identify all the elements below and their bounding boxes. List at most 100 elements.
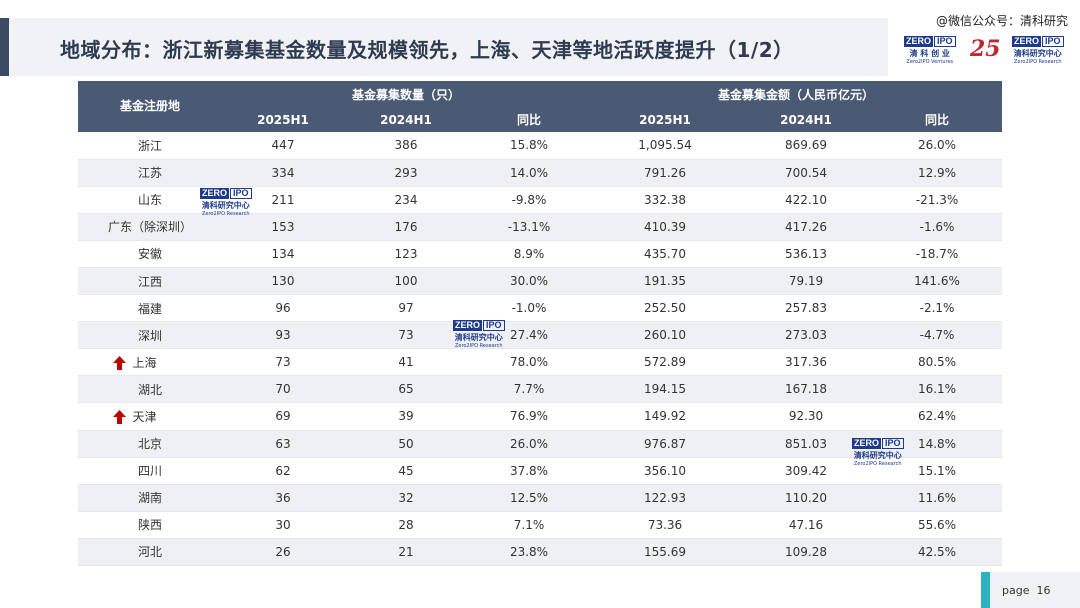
header-count-yoy: 同比 [468, 107, 591, 132]
region-label: 河北 [137, 545, 162, 560]
table-row: 山东 211 234 -9.8% 332.38 422.10 -21.3% [78, 186, 1003, 214]
cell-region: 深圳 [78, 321, 222, 350]
cell-amount-2024h1: 417.26 [740, 213, 873, 241]
cell-count-2025h1: 211 [222, 186, 344, 214]
cell-region: 陕西 [78, 511, 222, 539]
cell-count-2024h1: 65 [344, 375, 468, 404]
cell-amount-2024h1: 167.18 [740, 375, 873, 404]
cell-amount-2025h1: 976.87 [590, 430, 741, 458]
table-row: 福建 96 97 -1.0% 252.50 257.83 -2.1% [78, 294, 1003, 323]
cell-amount-2025h1: 1,095.54 [590, 132, 741, 160]
region-label: 广东（除深圳） [107, 220, 192, 235]
region-label: 山东 [137, 193, 162, 208]
cell-amount-2024h1: 273.03 [740, 321, 873, 350]
cell-count-2025h1: 134 [222, 240, 344, 268]
cell-count-yoy: 12.5% [468, 484, 591, 512]
table-row: 江苏 334 293 14.0% 791.26 700.54 12.9% [78, 159, 1003, 187]
cell-count-2024h1: 32 [344, 484, 468, 512]
cell-count-2025h1: 30 [222, 511, 344, 539]
cell-amount-2025h1: 194.15 [590, 375, 741, 404]
cell-amount-yoy: -2.1% [872, 294, 1003, 323]
cell-amount-2024h1: 536.13 [740, 240, 873, 268]
page-number: page 16 [1002, 584, 1051, 597]
cell-count-yoy: -13.1% [468, 213, 591, 241]
zero2ipo-research-watermark: ZERO IPO 清科研究中心 Zero2IPO Research [200, 188, 252, 217]
table-row: 广东（除深圳） 153 176 -13.1% 410.39 417.26 -1.6% [78, 213, 1003, 241]
region-label: 深圳 [137, 328, 162, 343]
cell-count-yoy: 15.8% [468, 132, 591, 160]
cell-amount-2024h1: 47.16 [740, 511, 873, 539]
header-fund-amount-group: 基金募集金额（人民币亿元） [590, 81, 1003, 107]
region-label: 江西 [137, 274, 162, 289]
zero2ipo-research-watermark: ZERO IPO 清科研究中心 Zero2IPO Research [852, 438, 904, 467]
cell-count-2025h1: 96 [222, 294, 344, 323]
cell-amount-yoy: 14.8% [872, 430, 1003, 458]
region-label: 湖南 [137, 491, 162, 506]
cell-count-2025h1: 63 [222, 430, 344, 458]
cell-amount-2025h1: 332.38 [590, 186, 741, 214]
cell-amount-2024h1: 317.36 [740, 348, 873, 377]
table-row: 湖北 70 65 7.7% 194.15 167.18 16.1% [78, 375, 1003, 404]
cell-amount-yoy: 12.9% [872, 159, 1003, 187]
cell-count-2024h1: 386 [344, 132, 468, 160]
cell-amount-2024h1: 79.19 [740, 267, 873, 296]
cell-region: 河北 [78, 538, 222, 567]
zero2ipo-research-watermark: ZERO IPO 清科研究中心 Zero2IPO Research [453, 320, 505, 349]
cell-amount-yoy: 11.6% [872, 484, 1003, 512]
cell-amount-2024h1: 700.54 [740, 159, 873, 187]
cell-amount-yoy: 15.1% [872, 457, 1003, 485]
cell-amount-2025h1: 791.26 [590, 159, 741, 187]
cell-region: 上海 [78, 348, 222, 377]
cell-amount-2024h1: 422.10 [740, 186, 873, 214]
cell-count-2024h1: 234 [344, 186, 468, 214]
table-row: 浙江 447 386 15.8% 1,095.54 869.69 26.0% [78, 132, 1003, 160]
cell-count-2025h1: 153 [222, 213, 344, 241]
cell-count-2024h1: 97 [344, 294, 468, 323]
region-label: 浙江 [137, 138, 162, 153]
cell-count-2025h1: 26 [222, 538, 344, 567]
header-count-2025h1: 2025H1 [222, 107, 344, 132]
cell-amount-2024h1: 851.03 [740, 430, 873, 458]
header-region: 基金注册地 [78, 81, 222, 132]
region-label: 北京 [137, 437, 162, 452]
cell-count-2025h1: 70 [222, 375, 344, 404]
header-amount-yoy: 同比 [872, 107, 1003, 132]
cell-amount-2025h1: 435.70 [590, 240, 741, 268]
cell-amount-yoy: 62.4% [872, 402, 1003, 431]
cell-amount-yoy: -4.7% [872, 321, 1003, 350]
cell-amount-2025h1: 572.89 [590, 348, 741, 377]
cell-region: 湖南 [78, 484, 222, 512]
cell-region: 广东（除深圳） [78, 213, 222, 241]
zero2ipo-research-logo: ZERO IPO 清科研究中心 Zero2IPO Research [1012, 36, 1064, 65]
cell-amount-2024h1: 869.69 [740, 132, 873, 160]
table-row: 上海 73 41 78.0% 572.89 317.36 80.5% [78, 348, 1003, 377]
header-amount-2024h1: 2024H1 [740, 107, 873, 132]
title-banner [0, 18, 888, 76]
table-row: 江西 130 100 30.0% 191.35 79.19 141.6% [78, 267, 1003, 296]
cell-amount-2025h1: 356.10 [590, 457, 741, 485]
cell-count-yoy: 27.4% [468, 321, 591, 350]
cell-region: 北京 [78, 430, 222, 458]
cell-count-2024h1: 73 [344, 321, 468, 350]
table-row: 陕西 30 28 7.1% 73.36 47.16 55.6% [78, 511, 1003, 539]
cell-count-2024h1: 176 [344, 213, 468, 241]
region-label: 安徽 [137, 247, 162, 262]
cell-amount-2024h1: 257.83 [740, 294, 873, 323]
table-body: 浙江 447 386 15.8% 1,095.54 869.69 26.0% 江苏 334 293… [78, 132, 1003, 567]
anniversary-25-logo: 25 [970, 36, 1001, 62]
cell-count-yoy: 30.0% [468, 267, 591, 296]
page-title: 地域分布：浙江新募集基金数量及规模领先，上海、天津等地活跃度提升（1/2） [60, 38, 794, 62]
cell-amount-2025h1: 149.92 [590, 402, 741, 431]
cell-count-2025h1: 334 [222, 159, 344, 187]
table-row: 湖南 36 32 12.5% 122.93 110.20 11.6% [78, 484, 1003, 512]
cell-region: 江苏 [78, 159, 222, 187]
region-label: 福建 [137, 301, 162, 316]
cell-count-yoy: 37.8% [468, 457, 591, 485]
cell-count-2024h1: 123 [344, 240, 468, 268]
table-row: 北京 63 50 26.0% 976.87 851.03 14.8% [78, 430, 1003, 458]
table-row: 深圳 93 73 27.4% 260.10 273.03 -4.7% [78, 321, 1003, 350]
cell-amount-2025h1: 122.93 [590, 484, 741, 512]
cell-amount-yoy: 16.1% [872, 375, 1003, 404]
header-fund-count-group: 基金募集数量（只） [222, 81, 591, 107]
cell-count-2024h1: 39 [344, 402, 468, 431]
